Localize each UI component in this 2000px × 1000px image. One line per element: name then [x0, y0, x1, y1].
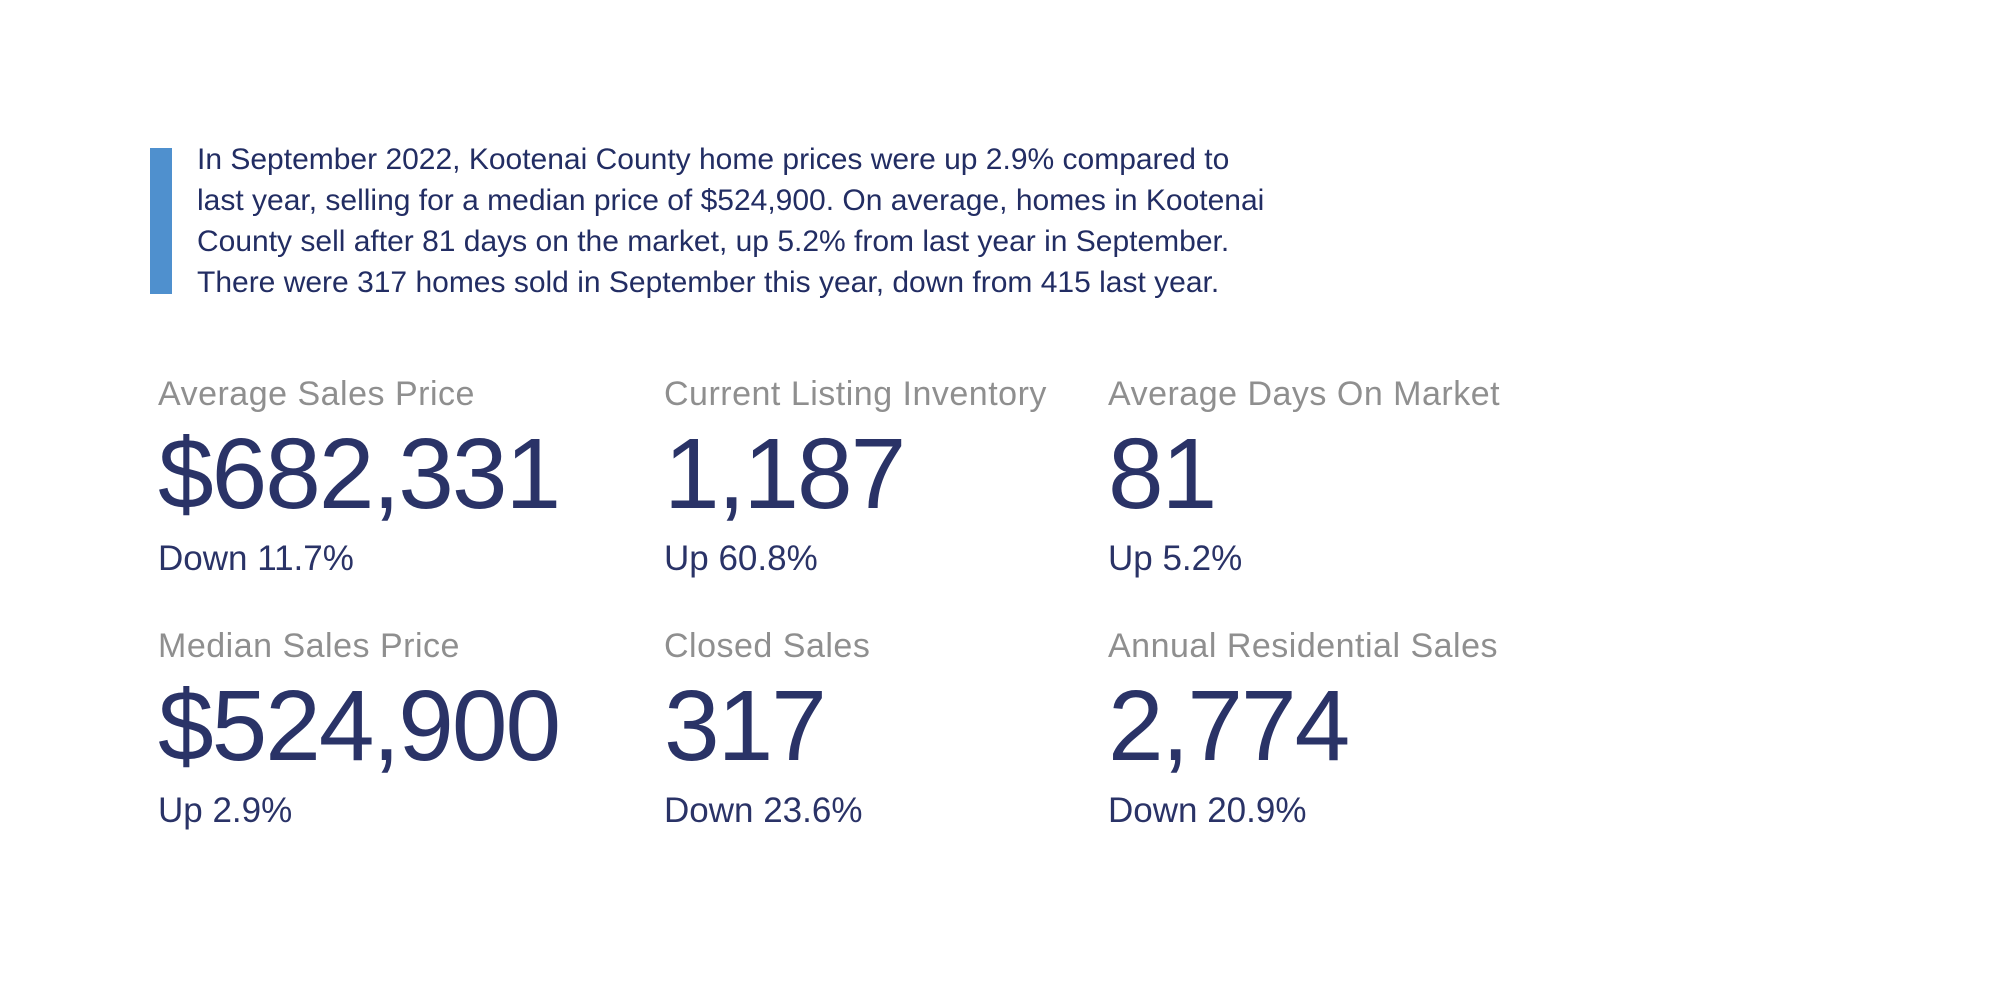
stat-card-annual-residential-sales: Annual Residential Sales 2,774 Down 20.9…	[1108, 626, 1668, 832]
stat-value: 81	[1108, 418, 1217, 530]
stat-change: Down 11.7%	[158, 539, 354, 578]
quote-line: County sell after 81 days on the market,…	[197, 225, 1230, 258]
stats-grid: Average Sales Price $682,331 Down 11.7% …	[158, 374, 1668, 832]
stat-label: Average Sales Price	[158, 375, 475, 413]
stat-value: $682,331	[158, 418, 561, 530]
stat-label: Current Listing Inventory	[664, 375, 1047, 413]
stat-label: Average Days On Market	[1108, 375, 1501, 413]
stat-change: Down 23.6%	[664, 791, 863, 830]
stat-change: Up 60.8%	[664, 539, 818, 578]
stat-label: Median Sales Price	[158, 627, 460, 665]
stat-value: $524,900	[158, 670, 561, 782]
quote-accent-bar	[150, 148, 172, 294]
stat-change: Up 5.2%	[1108, 539, 1243, 578]
stat-label: Closed Sales	[664, 627, 871, 665]
quote-line: There were 317 homes sold in September t…	[197, 266, 1220, 299]
stat-card-closed-sales: Closed Sales 317 Down 23.6%	[664, 626, 1108, 832]
quote-line: last year, selling for a median price of…	[197, 184, 1265, 217]
stat-change: Up 2.9%	[158, 791, 293, 830]
stat-card-current-listing-inventory: Current Listing Inventory 1,187 Up 60.8%	[664, 374, 1108, 580]
stat-card-average-sales-price: Average Sales Price $682,331 Down 11.7%	[158, 374, 664, 580]
stat-value: 2,774	[1108, 670, 1350, 782]
stat-change: Down 20.9%	[1108, 791, 1307, 830]
market-summary-quote: In September 2022, Kootenai County home …	[197, 139, 1264, 303]
stat-card-median-sales-price: Median Sales Price $524,900 Up 2.9%	[158, 626, 664, 832]
stat-label: Annual Residential Sales	[1108, 627, 1499, 665]
stat-value: 317	[664, 670, 827, 782]
stat-card-average-days-on-market: Average Days On Market 81 Up 5.2%	[1108, 374, 1668, 580]
stat-value: 1,187	[664, 418, 906, 530]
quote-line: In September 2022, Kootenai County home …	[197, 143, 1230, 176]
